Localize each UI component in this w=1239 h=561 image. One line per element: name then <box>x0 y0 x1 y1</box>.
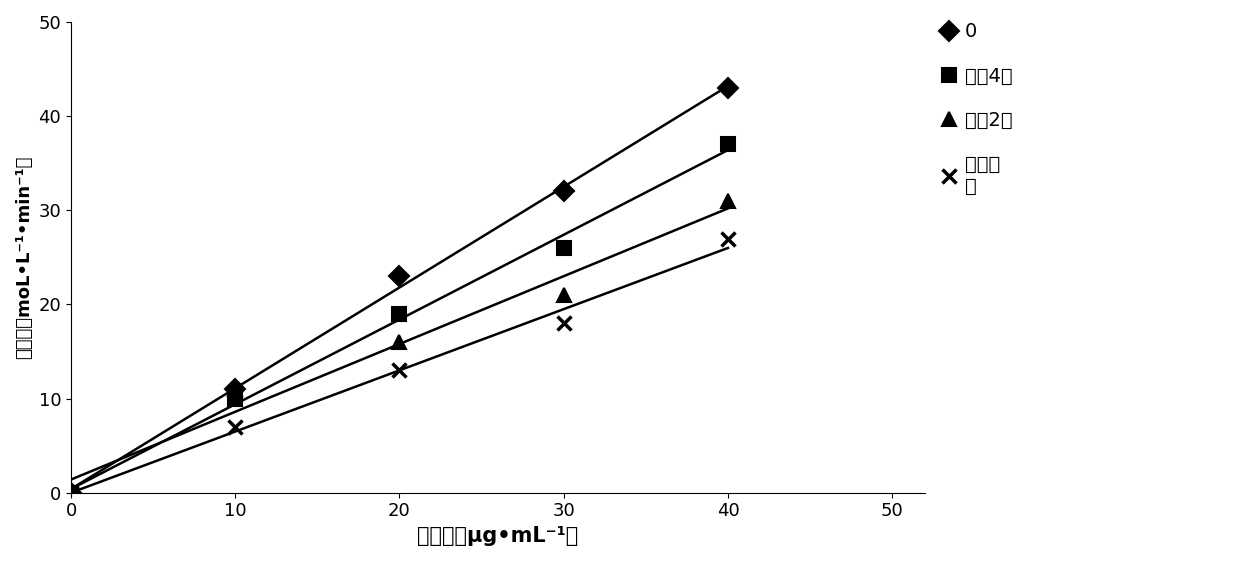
Line: 稀释4倍: 稀释4倍 <box>64 137 735 500</box>
稀释4倍 <box>721 141 736 148</box>
原菌悉
液 <box>721 235 736 242</box>
稀释4倍 <box>556 245 571 251</box>
稀释2倍 <box>721 197 736 204</box>
稀释2倍 <box>556 292 571 298</box>
稀释2倍 <box>63 489 78 496</box>
稀释4倍 <box>63 489 78 496</box>
0 <box>556 188 571 195</box>
0 <box>721 85 736 91</box>
0 <box>63 489 78 496</box>
稀释2倍 <box>228 386 243 393</box>
X-axis label: 齄浓度（μg•mL⁻¹）: 齄浓度（μg•mL⁻¹） <box>418 526 579 546</box>
原菌悉
液 <box>392 367 406 374</box>
Line: 原菌悉
液: 原菌悉 液 <box>64 232 735 500</box>
Line: 稀释2倍: 稀释2倍 <box>64 194 735 500</box>
Line: 0: 0 <box>64 81 735 500</box>
稀释4倍 <box>228 395 243 402</box>
原菌悉
液 <box>63 489 78 496</box>
原菌悉
液 <box>556 320 571 327</box>
原菌悉
液 <box>228 424 243 430</box>
0 <box>228 386 243 393</box>
0 <box>392 273 406 279</box>
稀释4倍 <box>392 310 406 317</box>
Y-axis label: 齄活力（moL•L⁻¹•min⁻¹）: 齄活力（moL•L⁻¹•min⁻¹） <box>15 155 33 359</box>
稀释2倍 <box>392 339 406 346</box>
Legend: 0, 稀释4倍, 稀释2倍, 原菌悉
液: 0, 稀释4倍, 稀释2倍, 原菌悉 液 <box>943 22 1012 196</box>
